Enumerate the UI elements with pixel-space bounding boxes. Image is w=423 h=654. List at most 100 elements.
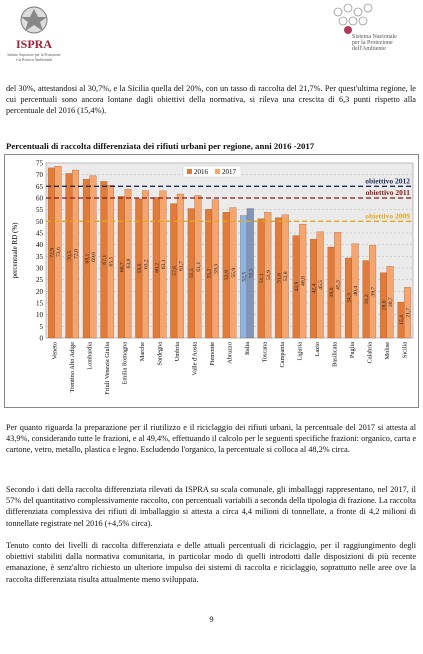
value-label: 59,3: [213, 264, 219, 274]
value-label: 40,4: [353, 286, 359, 296]
value-label: 43,9: [294, 282, 300, 292]
bar: [72, 169, 80, 339]
value-label: 63,8: [126, 258, 132, 268]
bar: [316, 231, 324, 339]
value-label: 55,2: [207, 269, 213, 279]
paragraph: Tenuto conto dei livelli di raccolta dif…: [6, 541, 416, 584]
reference-label: obiettivo 2011: [366, 188, 411, 197]
bar: [404, 287, 412, 339]
value-label: 61,7: [178, 261, 184, 271]
x-tick-label: Sardegna: [157, 342, 164, 366]
ispra-emblem: [20, 6, 48, 34]
value-label: 73,6: [56, 247, 62, 257]
value-label: 52,8: [283, 271, 289, 281]
y-tick-label: 70: [36, 171, 44, 179]
x-tick-label: Lombardia: [87, 342, 94, 370]
value-label: 69,6: [91, 252, 97, 262]
page-number: 9: [209, 614, 214, 624]
bar: [211, 199, 219, 339]
value-label: 55,5: [189, 268, 195, 278]
x-tick-label: Toscana: [261, 342, 268, 363]
value-label: 57,6: [172, 266, 178, 276]
bar: [54, 166, 62, 339]
x-tick-label: Trentino Alto Adige: [69, 342, 76, 393]
legend-swatch: [215, 169, 220, 174]
value-label: 65,5: [108, 256, 114, 266]
bar: [107, 185, 114, 339]
x-tick-label: Marche: [139, 342, 146, 361]
snpa-text: Sistema Nazionale: [352, 34, 397, 40]
value-label: 51,1: [259, 273, 265, 283]
value-label: 63,1: [161, 259, 167, 269]
bar: [229, 207, 237, 339]
x-tick-label: Umbria: [174, 342, 181, 361]
y-tick-label: 60: [36, 195, 44, 203]
bar: [281, 214, 289, 339]
y-tick-label: 30: [36, 265, 44, 273]
x-tick-label: Liguria: [296, 342, 303, 361]
x-tick-label: Puglia: [349, 342, 356, 358]
bar: [264, 212, 272, 339]
header: ISPRA Istituto Superiore per la Protezio…: [7, 3, 397, 62]
value-label: 39,0: [329, 287, 335, 297]
bar: [159, 190, 167, 339]
x-tick-label: Calabria: [366, 342, 373, 364]
value-label: 53,9: [266, 270, 272, 280]
y-tick-label: 5: [40, 323, 44, 331]
bar: [246, 208, 254, 339]
legend: 2016 2017: [182, 165, 242, 178]
value-label: 48,8: [301, 276, 307, 286]
y-tick-label: 50: [36, 218, 44, 226]
legend-swatch: [187, 169, 192, 174]
value-label: 51,6: [277, 273, 283, 283]
y-tick-label: 20: [36, 288, 44, 296]
y-tick-label: 15: [36, 300, 44, 308]
value-label: 45,3: [336, 280, 342, 290]
bar: [141, 190, 149, 339]
x-tick-label: Piemonte: [209, 342, 216, 366]
logo-name: ISPRA: [16, 37, 52, 51]
value-label: 60,7: [119, 262, 125, 272]
y-tick-label: 65: [36, 183, 44, 191]
x-tick-label: Friuli Venezia Giulia: [104, 342, 111, 395]
y-tick-label: 40: [36, 241, 44, 249]
x-tick-label: Abruzzo: [227, 342, 234, 364]
value-label: 28,0: [381, 300, 387, 310]
value-label: 70,5: [67, 251, 73, 261]
y-tick-label: 35: [36, 253, 44, 261]
value-label: 55,9: [231, 268, 237, 278]
value-label: 34,3: [347, 293, 353, 303]
legend-label: 2017: [222, 168, 237, 176]
bar: [89, 175, 97, 339]
value-label: 61,1: [196, 262, 202, 272]
value-label: 68,1: [84, 253, 90, 263]
bar: [124, 188, 132, 339]
value-label: 60,2: [154, 263, 160, 273]
chart: percentuale RD (%) 0 5 10 15 20 25 30 35 40 45 50 55…: [4, 154, 419, 408]
bar: [299, 223, 307, 339]
legend-box: [182, 165, 242, 178]
x-tick-label: Basilicata: [331, 342, 338, 367]
snpa-icon: [333, 3, 373, 34]
paragraph: Secondo i dati della raccolta differenzi…: [6, 485, 416, 528]
paragraph: del 30%, attestandosi al 30,7%, e la Sic…: [6, 84, 416, 116]
value-label: 42,4: [312, 283, 318, 293]
value-label: 45,5: [318, 280, 324, 290]
value-label: 72,0: [74, 249, 80, 259]
value-label: 21,7: [406, 308, 412, 318]
chart-title: Percentuali di raccolta differenziata de…: [6, 141, 315, 151]
value-label: 30,7: [388, 297, 394, 307]
reference-label: obiettivo 2012: [365, 176, 410, 185]
value-label: 39,7: [371, 287, 377, 297]
x-tick-label: Emilia Romagna: [122, 342, 129, 385]
value-label: 55,5: [248, 268, 254, 278]
value-label: 67,1: [102, 255, 108, 265]
y-tick-label: 10: [36, 311, 44, 319]
x-tick-label: Italia: [244, 342, 251, 355]
legend-label: 2016: [194, 168, 209, 176]
logo-subtitle: Istituto Superiore per la Protezione: [7, 53, 60, 57]
logo-subtitle: e la Ricerca Ambientale: [16, 58, 53, 62]
x-tick-label: Sicilia: [401, 342, 408, 358]
value-label: 53,9: [224, 270, 230, 280]
